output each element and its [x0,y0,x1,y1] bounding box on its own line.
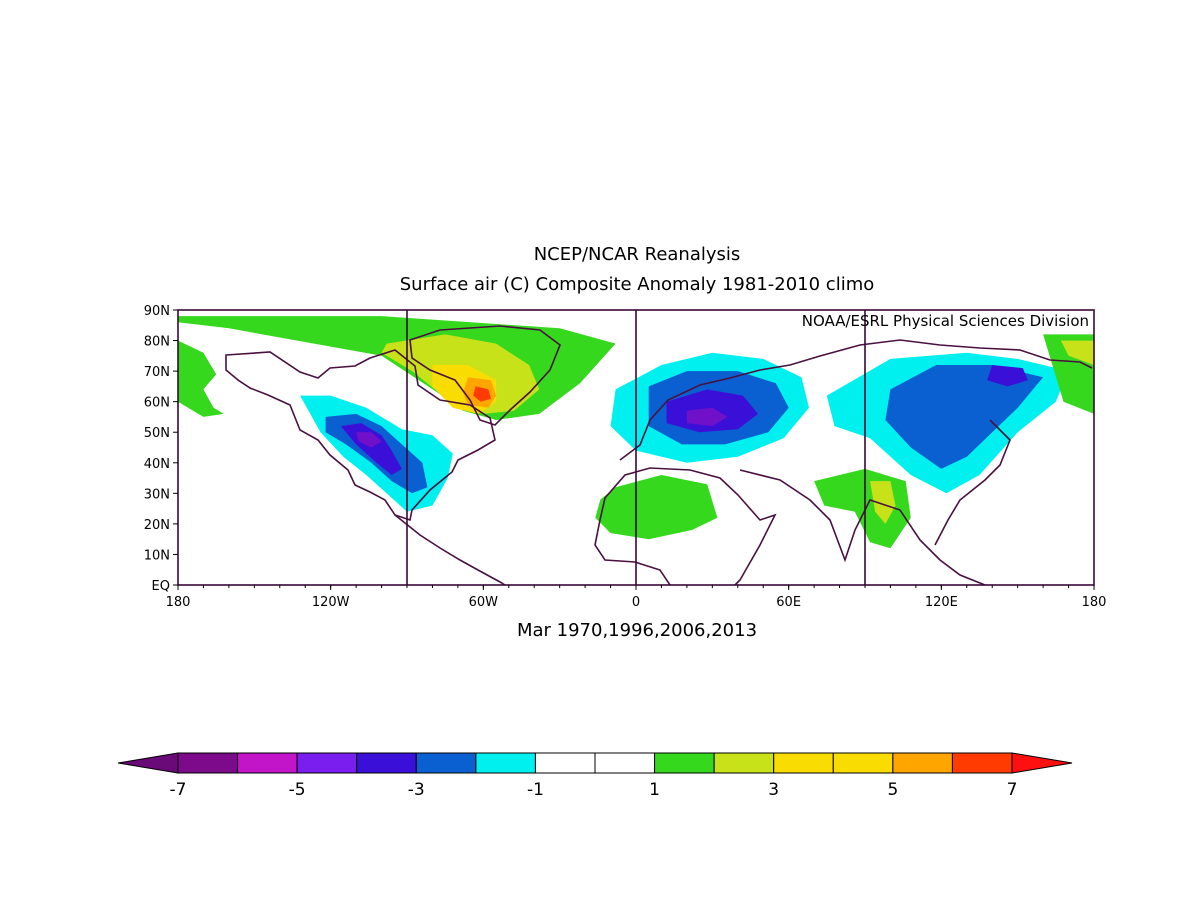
colorbar: -7 -5 -3 -1 1 3 5 7 [117,752,1073,800]
coastline-europe [619,339,1093,461]
lon-tick-label: 60W [469,595,499,610]
region-pacific-warmer [1060,340,1094,365]
lon-tick-label: 60E [776,595,801,610]
lat-tick-label: 50N [144,426,170,441]
colorbar-swatch [296,752,358,774]
map-panel: 180 120W 60W 0 60E 120E 180 90N 80N 70N 60N 50N 40N… [144,304,1107,610]
colorbar-label: -3 [408,780,425,800]
region-northamerica-core [356,432,382,448]
coastline-africa [599,467,777,585]
colorbar-swatch [594,752,656,774]
colorbar-label: 5 [887,780,898,800]
coastline-greenland [409,325,561,426]
lat-tick-label: 40N [144,457,170,472]
colorbar-swatch [356,752,417,774]
coastline-east-asia [934,419,1011,546]
colorbar-swatch [773,752,834,774]
credit-label: NOAA/ESRL Physical Sciences Division [802,312,1089,330]
lon-tick-label: 0 [632,595,640,610]
lon-tick-label: 120E [925,595,958,610]
coastline-central-america [394,514,506,585]
meridian-lines [406,310,866,585]
colorbar-swatch [951,752,1013,774]
colorbar-swatch [475,752,536,774]
region-south-asia-warmer [870,481,896,524]
coastline-africa-west [594,519,671,585]
lat-tick-label: EQ [152,579,170,594]
colorbar-swatch [534,752,596,774]
colorbar-swatch [713,752,775,774]
title-line2: Surface air (C) Composite Anomaly 1981-2… [400,274,875,295]
lon-tick-label: 120W [312,595,350,610]
lat-tick-label: 30N [144,487,170,502]
colorbar-swatch [415,752,477,774]
title-line1: NCEP/NCAR Reanalysis [534,244,741,265]
lat-tick-label: 90N [144,304,170,319]
colorbar-swatch [892,752,953,774]
region-labrador-peak [473,386,491,402]
region-northamerica-coldest [340,423,402,475]
region-asia-coldest [987,365,1028,387]
colorbar-label: -5 [289,780,306,800]
lat-tick-label: 10N [144,548,170,563]
colorbar-label: 1 [649,780,660,800]
colorbar-arrow-low [117,752,179,774]
coastlines [225,325,1093,585]
latitude-axis: 90N 80N 70N 60N 50N 40N 30N 20N 10N EQ [144,304,178,594]
colorbar-swatch [832,752,894,774]
lat-tick-label: 80N [144,335,170,350]
lat-tick-label: 60N [144,396,170,411]
colorbar-label: -7 [170,780,187,800]
region-alaska-warm [178,340,224,417]
colorbar-swatch [237,752,298,774]
colorbar-label: 3 [768,780,779,800]
colorbar-swatch [654,752,715,774]
lon-tick-label: 180 [1082,595,1107,610]
region-europe-core [686,407,728,427]
colorbar-label: -1 [527,780,544,800]
coastline-arabia-india [739,469,986,585]
anomaly-shading [178,316,1094,549]
colorbar-label: 7 [1007,780,1018,800]
colorbar-swatch [177,752,239,774]
region-asia-colder [885,365,1044,469]
lon-tick-label: 180 [166,595,191,610]
longitude-axis: 180 120W 60W 0 60E 120E 180 [166,585,1107,610]
region-north-africa-warm [595,475,718,540]
lat-tick-label: 70N [144,365,170,380]
colorbar-arrow-high [1011,752,1073,774]
coastline-north-america [225,349,496,522]
subtitle-dates: Mar 1970,1996,2006,2013 [517,620,757,641]
lat-tick-label: 20N [144,518,170,533]
